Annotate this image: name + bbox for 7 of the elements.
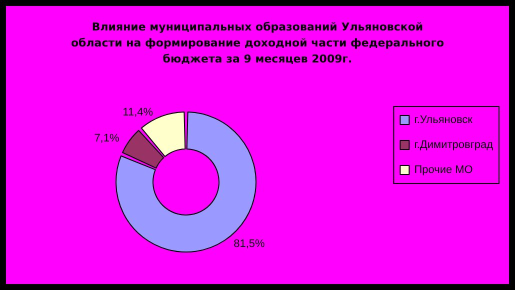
legend-label: г.Ульяновск xyxy=(414,114,473,126)
data-label: 81,5% xyxy=(234,238,266,250)
legend-label: Прочие МО xyxy=(414,164,474,176)
data-label: 7,1% xyxy=(94,132,120,144)
chart-title: Влияние муниципальных образований Ульяновской области на формирование доходной части федерального бюджета за 9 месяцев 2009г. xyxy=(70,20,444,66)
legend-label: г.Димитровград xyxy=(414,139,494,151)
data-label: 11,4% xyxy=(122,106,154,119)
